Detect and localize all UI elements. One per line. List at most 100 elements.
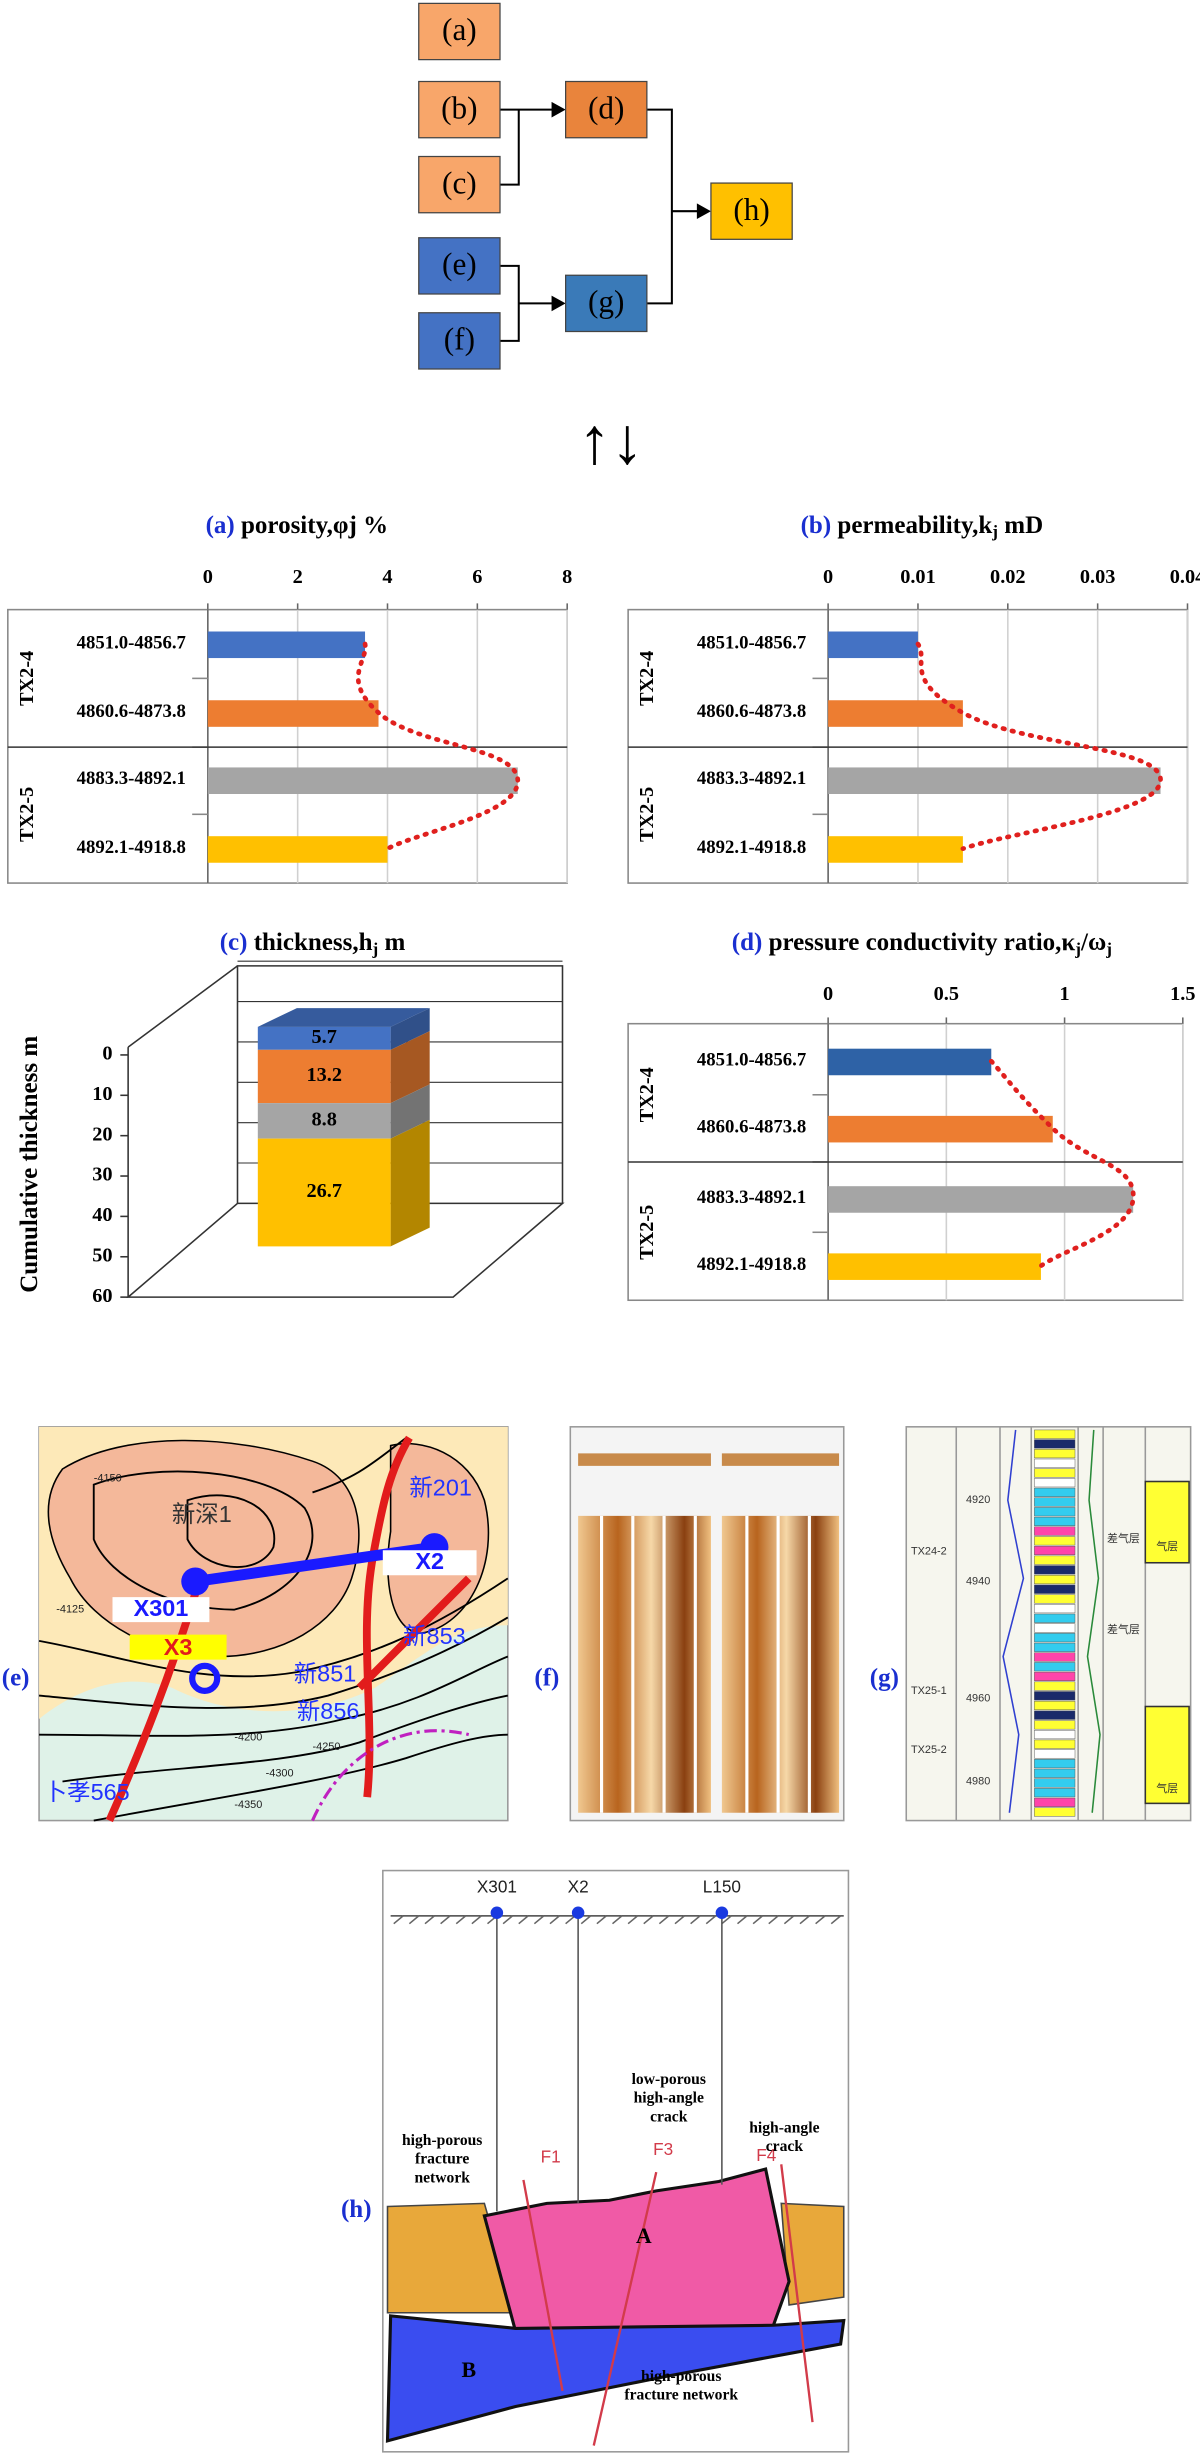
panel-label: (e)	[2, 1665, 30, 1692]
group-label: TX2-4	[636, 651, 658, 706]
lith-bed	[1034, 1797, 1076, 1807]
lith-bed	[1034, 1807, 1076, 1817]
group-label: TX2-5	[636, 1205, 658, 1260]
category-label: 4883.3-4892.1	[697, 1187, 806, 1208]
x-tick-label: 2	[293, 566, 303, 588]
lith-bed	[1034, 1671, 1076, 1681]
title-part: j	[372, 939, 379, 958]
well-label: X3	[164, 1634, 193, 1660]
title-part: (a)	[206, 512, 235, 539]
lith-bed	[1034, 1536, 1076, 1546]
fault-label: F4	[756, 2145, 776, 2165]
depth-label: 4980	[966, 1775, 990, 1787]
bar	[828, 767, 1161, 794]
flow-label: (f)	[444, 322, 475, 357]
lith-bed	[1034, 1468, 1076, 1478]
lith-bed	[1034, 1768, 1076, 1778]
panel-f: (f)	[534, 1426, 845, 1822]
well-label: X301	[134, 1595, 189, 1621]
bar	[257, 1138, 391, 1247]
arrowhead	[551, 295, 566, 312]
charts: (a) porosity,φj % 0 2 4 6 8 TX2-4 TX2-5 4851.0-4…	[7, 512, 1200, 1307]
lith-bed	[1034, 1507, 1076, 1517]
contour-label: -4150	[94, 1472, 122, 1484]
bar-side	[390, 1119, 430, 1247]
flow-node	[565, 274, 648, 333]
title-part: j	[1074, 939, 1081, 958]
lith-bed	[1034, 1700, 1076, 1711]
category-label: 4892.1-4918.8	[697, 837, 806, 858]
group-label: TX2-5	[636, 787, 658, 842]
x-tick-label: 0.5	[934, 983, 959, 1005]
lith-bed	[1034, 1691, 1076, 1701]
bar-top	[257, 1008, 430, 1027]
chart-title: (b) permeability,kj mD	[801, 512, 1044, 541]
lith-bed	[1034, 1759, 1076, 1769]
chart-title: (c) thickness,hj m	[220, 929, 406, 958]
flow-node	[710, 182, 793, 240]
log-curve	[1086, 1429, 1101, 1813]
bar	[207, 700, 379, 727]
lith-bed	[1034, 1720, 1076, 1730]
title-part: (d)	[732, 929, 763, 956]
category-label: 4883.3-4892.1	[77, 768, 186, 789]
well-head	[490, 1906, 504, 1919]
title-part: thickness,h	[254, 929, 373, 956]
title-part: mD	[998, 512, 1043, 539]
flow-label: (d)	[588, 90, 624, 125]
x-tick-label: 8	[562, 566, 572, 588]
contour	[312, 1437, 407, 1494]
value-label: 13.2	[306, 1064, 342, 1086]
category-label: 4860.6-4873.8	[697, 701, 806, 722]
title-part: (b)	[801, 512, 832, 539]
lith-bed	[1034, 1439, 1076, 1449]
bar	[207, 631, 366, 659]
bar-side	[390, 1031, 430, 1104]
panel-label: (f)	[534, 1665, 559, 1692]
bar	[828, 700, 963, 727]
title-part: pressure conductivity ratio,κ	[769, 929, 1076, 956]
y-tick-label: 50	[92, 1244, 112, 1266]
x-tick-label: 0.03	[1080, 566, 1116, 588]
title-part: m	[378, 929, 405, 956]
bar	[828, 1115, 1053, 1143]
connector	[500, 108, 699, 342]
arrows: ↑↓	[578, 404, 644, 477]
bar	[828, 836, 963, 863]
lith-bed	[1034, 1604, 1076, 1614]
bar	[257, 1049, 391, 1104]
label-box	[129, 1634, 227, 1660]
panel-label: (h)	[341, 2196, 372, 2223]
trend-curve	[355, 641, 521, 852]
bar	[828, 1186, 1134, 1213]
back-wall	[236, 965, 564, 1204]
y-tick-label: 20	[92, 1123, 112, 1145]
contour	[186, 1494, 276, 1568]
color-scale	[578, 1453, 711, 1466]
category-label: 4860.6-4873.8	[697, 1117, 806, 1138]
panel-e: 新201 X2 新853 新深1 X301 新851 新856 X3 卜孝565…	[2, 1426, 509, 1823]
note: high-angle crack	[749, 2119, 819, 2155]
flow-label: (b)	[441, 90, 477, 125]
contour-label: -4250	[313, 1741, 341, 1753]
x-tick-label: 0.04	[1170, 566, 1200, 588]
fault-line	[522, 2164, 814, 2446]
x-tick-label: 0.01	[900, 566, 936, 588]
y-tick-label: 30	[92, 1164, 112, 1186]
well-label: 新851	[294, 1660, 357, 1686]
group-label: TX2-4	[16, 651, 38, 706]
block-b	[385, 2314, 846, 2443]
contour	[38, 1577, 509, 1678]
block-label: B	[461, 2358, 476, 2382]
bar-side	[390, 1008, 430, 1050]
contour	[39, 1655, 509, 1737]
chart-title: (a) porosity,φj %	[206, 512, 389, 539]
bar	[828, 1048, 992, 1076]
layer-label: TX25-1	[911, 1685, 947, 1697]
bar	[828, 631, 918, 659]
trend-curve	[988, 1058, 1136, 1269]
well-label: X2	[568, 1876, 589, 1896]
lith-bed	[1034, 1642, 1076, 1652]
lith-bed	[1034, 1739, 1076, 1749]
contour-label: -4300	[266, 1768, 294, 1780]
